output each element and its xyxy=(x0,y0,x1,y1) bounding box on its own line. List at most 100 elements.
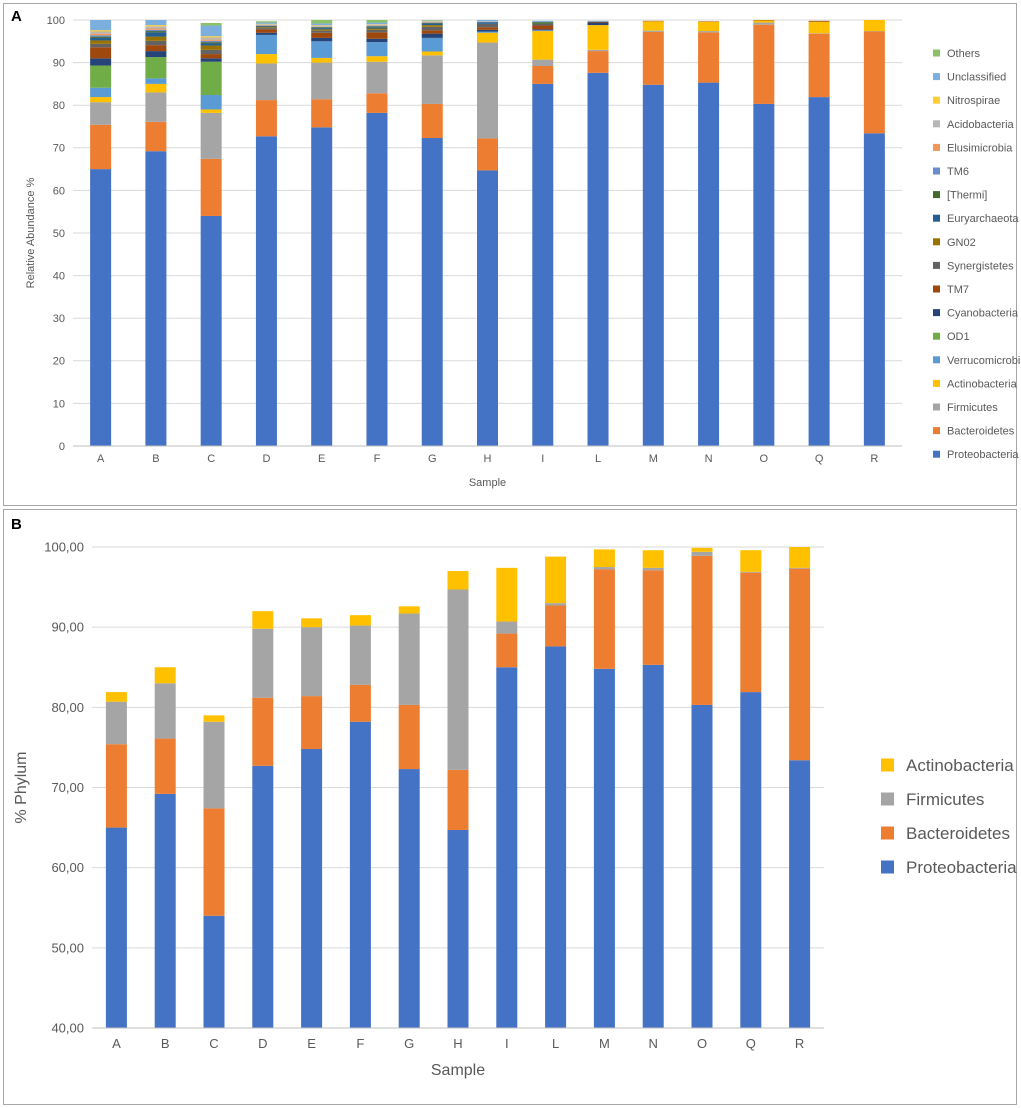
bar-segment-proteobacteria-l xyxy=(587,72,609,446)
bar-segment-elusimicrobia-c xyxy=(200,39,222,41)
legend-label: Elusimicrobia xyxy=(947,142,1013,154)
bar-segment-actinobacteria-d xyxy=(255,54,277,64)
bar-segment-nitrospirae-b xyxy=(145,25,167,27)
bar-segment-nitrospirae-c xyxy=(200,36,222,38)
bar-segment-synergistetes-h xyxy=(477,23,498,28)
bar-segment-actinobacteria-a xyxy=(105,692,127,702)
bar-segment-firmicutes-i xyxy=(532,59,554,67)
bar-segment-actinobacteria-o xyxy=(691,547,713,552)
bar-segment-firmicutes-l xyxy=(587,49,609,52)
bar-segment-verrucomicrobia-b xyxy=(145,78,167,84)
bar-segment-proteobacteria-b xyxy=(154,793,176,1028)
bar-segment-proteobacteria-r xyxy=(789,760,811,1028)
bar-segment-actinobacteria-m xyxy=(642,21,664,31)
y-tick-label: 90,00 xyxy=(51,620,84,635)
bar-segment-unclassified-b xyxy=(145,20,167,26)
legend-swatch xyxy=(933,356,940,364)
x-tick-label: O xyxy=(760,453,769,465)
y-tick-label: 80 xyxy=(53,100,65,112)
legend-label: Firmicutes xyxy=(947,402,998,414)
bar-segment-actinobacteria-i xyxy=(496,567,518,622)
bar-segment-bacteroidetes-e xyxy=(301,696,323,750)
x-axis-title: Sample xyxy=(431,1062,485,1079)
bar-segment-tm7-q xyxy=(808,20,830,22)
y-tick-label: 40 xyxy=(53,270,65,282)
x-tick-label: M xyxy=(599,1036,610,1051)
bar-segment-firmicutes-e xyxy=(311,62,333,100)
bar-segment-actinobacteria-f xyxy=(366,56,388,62)
x-tick-label: G xyxy=(428,453,437,465)
bar-segment-synergistetes-c xyxy=(200,49,222,55)
bar-segment-firmicutes-g xyxy=(421,55,443,104)
bar-segment-synergistetes-a xyxy=(90,43,112,48)
legend-swatch xyxy=(933,450,940,458)
bar-segment-tm7-h xyxy=(477,27,498,30)
bar-segment-synergistetes-f xyxy=(366,29,388,33)
bar-segment-bacteroidetes-f xyxy=(349,684,371,722)
bar-segment-bacteroidetes-l xyxy=(545,605,567,647)
bar-segment-verrucomicrobia-h xyxy=(477,31,498,33)
bar-segment-acidobacteria-e xyxy=(311,25,333,27)
legend-swatch xyxy=(881,860,894,874)
panel-b: B 40,00 50,00 60,00 70,00 80,00 90,00 100,00 A B… xyxy=(3,509,1017,1105)
bar-segment-actinobacteria-i xyxy=(532,31,554,60)
bar-segment-synergistetes-b xyxy=(145,40,167,46)
bar-segment-proteobacteria-g xyxy=(421,138,443,446)
legend-swatch xyxy=(933,49,940,57)
bar-segment-tm7-c xyxy=(200,54,222,59)
legend-swatch xyxy=(933,332,940,340)
legend-swatch xyxy=(881,758,894,772)
legend-swatch xyxy=(933,73,940,81)
bar-segment-proteobacteria-i xyxy=(532,83,554,447)
bar-segment-firmicutes-n xyxy=(642,567,664,571)
x-tick-label: D xyxy=(262,453,270,465)
bar-segment-tm7-e xyxy=(311,32,333,38)
y-tick-label: 40,00 xyxy=(51,1021,84,1036)
bar-segment-cyanobacteria-d xyxy=(255,32,277,35)
bar-segment-unclassified-d xyxy=(255,22,277,24)
bar-segment-firmicutes-n xyxy=(698,31,720,33)
bar-segment-proteobacteria-l xyxy=(545,646,567,1028)
bar-segment-bacteroidetes-m xyxy=(642,31,664,85)
bar-segment-euryarchaeota-f xyxy=(366,27,388,29)
bar-segment-actinobacteria-o xyxy=(753,20,775,23)
bar-segment-bacteroidetes-g xyxy=(398,704,420,770)
bar-segment-proteobacteria-f xyxy=(366,112,388,447)
bar-segment-firmicutes-m xyxy=(642,30,664,32)
bar-segment-proteobacteria-o xyxy=(691,704,713,1028)
y-tick-label: 10 xyxy=(53,398,65,410)
bar-segment-proteobacteria-a xyxy=(105,827,127,1028)
bar-segment-bacteroidetes-m xyxy=(593,569,615,669)
bar-segment-euryarchaeota-c xyxy=(200,43,222,46)
bar-segment-bacteroidetes-i xyxy=(496,633,518,668)
bar-segment-acidobacteria-d xyxy=(255,24,277,26)
bar-segment-proteobacteria-q xyxy=(808,97,830,446)
bar-segment-actinobacteria-c xyxy=(200,109,222,113)
panel-a-label: A xyxy=(11,8,22,25)
bar-segment-nitrospirae-a xyxy=(90,30,112,32)
legend-label: [Thermi] xyxy=(947,190,987,202)
x-tick-label: E xyxy=(318,453,325,465)
bar-segment-bacteroidetes-e xyxy=(311,99,333,128)
legend-swatch xyxy=(933,120,940,128)
y-tick-label: 90 xyxy=(53,57,65,69)
x-tick-label: H xyxy=(453,1036,462,1051)
bar-segment-acidobacteria-b xyxy=(145,26,167,29)
legend-swatch xyxy=(933,309,940,317)
bar-segment-tm6-a xyxy=(90,35,112,37)
bar-segment-cyanobacteria-i xyxy=(532,29,554,31)
bar-segment-bacteroidetes-f xyxy=(366,93,388,113)
bar-segment-bacteroidetes-b xyxy=(145,121,167,152)
bar-segment-firmicutes-a xyxy=(105,701,127,745)
legend-swatch xyxy=(881,826,894,840)
bar-segment-acidobacteria-a xyxy=(90,31,112,34)
bar-segment-bacteroidetes-n xyxy=(642,570,664,665)
bar-segment-synergistetes-g xyxy=(421,26,443,31)
bar-segment-gn02-f xyxy=(366,28,388,30)
bar-segment-bacteroidetes-r xyxy=(863,31,885,134)
bar-segment-bacteroidetes-n xyxy=(698,32,720,83)
bar-segment-firmicutes-b xyxy=(154,683,176,739)
legend-label: Bacteroidetes xyxy=(947,426,1015,438)
bar-segment-bacteroidetes-i xyxy=(532,66,554,84)
bar-segment-verrucomicrobia-a xyxy=(90,87,112,98)
